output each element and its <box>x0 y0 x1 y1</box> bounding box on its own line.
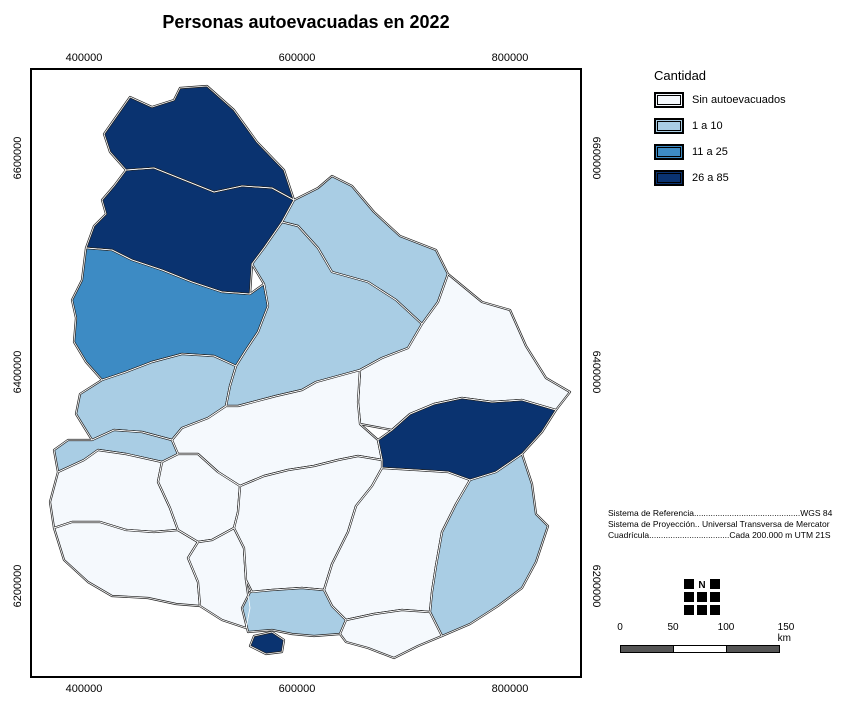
north-label: N <box>698 580 705 591</box>
legend-item-11-25: 11 a 25 <box>654 143 786 161</box>
map-frame <box>30 68 582 678</box>
legend: Cantidad Sin autoevacuados 1 a 10 11 a 2… <box>654 68 786 195</box>
y-tick-right-2: 6400000 <box>590 350 602 394</box>
scale-label-150: 150 km <box>777 622 795 644</box>
y-tick-right-1: 6600000 <box>590 136 602 180</box>
metadata-grid: Cuadrícula..............................… <box>608 530 831 540</box>
legend-swatch-11-25 <box>654 144 684 160</box>
scale-segment-3 <box>726 645 780 653</box>
scale-label-50: 50 <box>667 622 679 633</box>
x-tick-top-3: 800000 <box>491 52 529 64</box>
x-tick-top-1: 400000 <box>65 52 103 64</box>
boundary-inner-line <box>429 453 549 637</box>
boundary-inner-line <box>339 609 443 659</box>
scale-label-100: 100 <box>717 622 735 633</box>
x-tick-top-2: 600000 <box>278 52 316 64</box>
metadata-reference-system: Sistema de Referencia...................… <box>608 508 833 518</box>
map-metadata: Sistema de Referencia...................… <box>608 508 832 541</box>
y-tick-left-1: 6600000 <box>12 136 24 180</box>
region-maldonado[interactable] <box>338 608 444 660</box>
y-tick-left-2: 6400000 <box>12 350 24 394</box>
legend-item-26-85: 26 a 85 <box>654 169 786 187</box>
y-tick-right-3: 6200000 <box>590 564 602 608</box>
x-tick-bottom-2: 600000 <box>278 683 316 695</box>
legend-label-11-25: 11 a 25 <box>692 146 728 158</box>
boundary-inner-line <box>249 631 285 655</box>
y-tick-left-3: 6200000 <box>12 564 24 608</box>
legend-swatch-1-10 <box>654 118 684 134</box>
legend-label-1-10: 1 a 10 <box>692 120 723 132</box>
scale-label-0: 0 <box>617 622 623 633</box>
north-arrow-icon: N <box>684 579 720 615</box>
scale-segment-1 <box>620 645 674 653</box>
legend-swatch-none <box>654 92 684 108</box>
boundary-inner-line <box>187 527 251 629</box>
x-tick-bottom-1: 400000 <box>65 683 103 695</box>
legend-label-26-85: 26 a 85 <box>692 172 729 184</box>
legend-item-1-10: 1 a 10 <box>654 117 786 135</box>
legend-title: Cantidad <box>654 68 707 83</box>
legend-label-none: Sin autoevacuados <box>692 94 786 106</box>
legend-item-none: Sin autoevacuados <box>654 91 786 109</box>
scale-segment-2 <box>673 645 727 653</box>
region-montevideo[interactable] <box>248 630 286 656</box>
region-colonia-south[interactable] <box>52 520 202 608</box>
uruguay-choropleth <box>48 84 572 660</box>
map-title: Personas autoevacuadas en 2022 <box>162 12 450 32</box>
legend-swatch-26-85 <box>654 170 684 186</box>
x-tick-bottom-3: 800000 <box>491 683 529 695</box>
metadata-projection: Sistema de Proyección.. Universal Transv… <box>608 519 830 529</box>
scale-bar: 0 50 100 150 km <box>612 622 795 662</box>
